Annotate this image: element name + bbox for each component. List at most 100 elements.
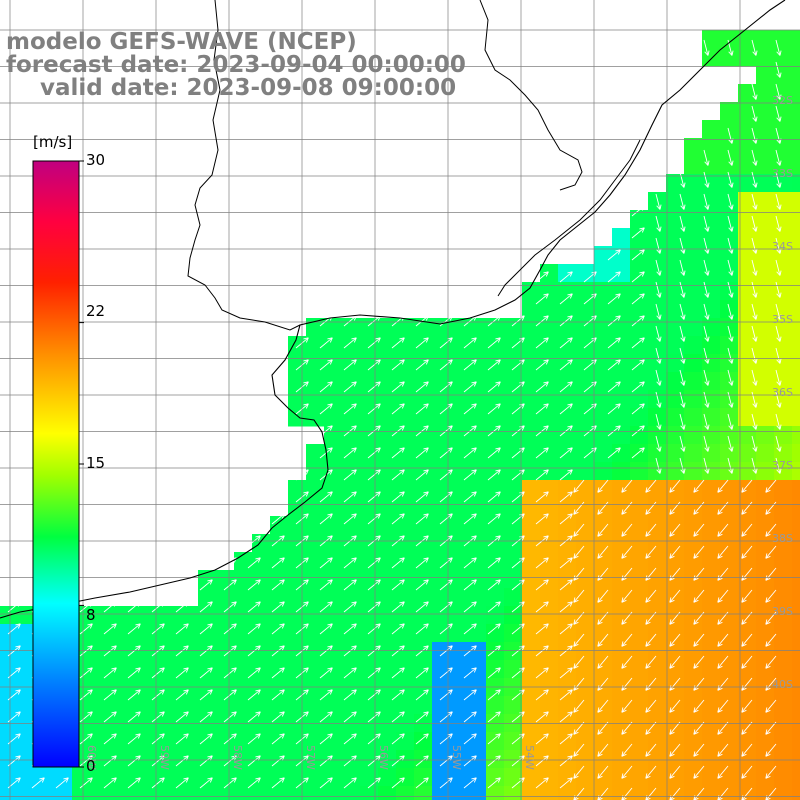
wind-cell bbox=[666, 516, 685, 535]
wind-cell bbox=[504, 732, 523, 751]
wind-cell bbox=[576, 300, 595, 319]
wind-arrow bbox=[367, 447, 381, 459]
wind-cell bbox=[594, 408, 613, 427]
wind-cell bbox=[378, 318, 397, 337]
wind-arrow bbox=[463, 645, 477, 657]
wind-cell bbox=[792, 444, 800, 463]
wind-cell bbox=[396, 696, 415, 715]
wind-cell bbox=[576, 534, 595, 553]
model-title: modelo GEFS-WAVE (NCEP) bbox=[6, 29, 357, 55]
wind-arrow bbox=[751, 105, 758, 122]
wind-arrow bbox=[621, 523, 633, 537]
wind-cell bbox=[756, 372, 775, 391]
wind-arrow bbox=[415, 645, 429, 657]
wind-arrow bbox=[247, 645, 261, 657]
wind-cell bbox=[522, 696, 541, 715]
wind-cell bbox=[756, 66, 775, 85]
river-border-outline bbox=[187, 0, 301, 331]
wind-cell bbox=[594, 786, 613, 800]
wind-cell bbox=[162, 768, 181, 787]
wind-cell bbox=[306, 768, 325, 787]
wind-cell bbox=[612, 516, 631, 535]
wind-arrow bbox=[79, 711, 93, 723]
wind-arrow bbox=[765, 655, 777, 669]
wind-cell bbox=[666, 390, 685, 409]
wind-arrow bbox=[175, 645, 189, 657]
wind-arrow bbox=[703, 259, 710, 276]
wind-cell bbox=[630, 534, 649, 553]
wind-cell bbox=[540, 408, 559, 427]
wind-cell bbox=[648, 768, 667, 787]
wind-arrow bbox=[319, 557, 333, 569]
wind-cell bbox=[666, 570, 685, 589]
wind-arrow bbox=[487, 447, 501, 459]
wind-cell bbox=[576, 372, 595, 391]
wind-cell bbox=[0, 642, 19, 661]
wind-cell bbox=[540, 606, 559, 625]
wind-arrow bbox=[775, 83, 782, 100]
wind-arrow bbox=[645, 479, 657, 493]
wind-arrow bbox=[621, 567, 633, 581]
wind-cell bbox=[792, 282, 800, 301]
wind-cell bbox=[756, 426, 775, 445]
wind-cell bbox=[702, 48, 721, 67]
wind-cell bbox=[288, 642, 307, 661]
lon-label: 57W bbox=[304, 745, 317, 770]
wind-cell bbox=[396, 552, 415, 571]
wind-cell bbox=[666, 480, 685, 499]
wind-cell bbox=[738, 462, 757, 481]
wind-arrow bbox=[367, 667, 381, 679]
wind-arrow bbox=[559, 755, 573, 767]
wind-arrow bbox=[511, 689, 525, 701]
wind-cell bbox=[594, 624, 613, 643]
wind-cell bbox=[792, 696, 800, 715]
wind-cell bbox=[684, 372, 703, 391]
wind-cell bbox=[594, 480, 613, 499]
wind-arrow bbox=[597, 501, 609, 515]
wind-cell bbox=[450, 444, 469, 463]
wind-cell bbox=[324, 336, 343, 355]
wind-arrow bbox=[223, 601, 237, 613]
wind-cell bbox=[396, 444, 415, 463]
wind-cell bbox=[612, 768, 631, 787]
wind-arrow bbox=[511, 447, 525, 459]
wind-arrow bbox=[631, 205, 645, 217]
wind-cell bbox=[684, 192, 703, 211]
wind-arrow bbox=[631, 271, 645, 283]
wind-cell bbox=[702, 534, 721, 553]
wind-cell bbox=[342, 768, 361, 787]
wind-arrow bbox=[511, 711, 525, 723]
wind-cell bbox=[378, 786, 397, 800]
wind-arrow bbox=[597, 677, 609, 691]
wind-cell bbox=[468, 462, 487, 481]
wind-cell bbox=[648, 498, 667, 517]
wind-cell bbox=[630, 462, 649, 481]
wind-arrow bbox=[175, 689, 189, 701]
wind-cell bbox=[648, 588, 667, 607]
wind-cell bbox=[648, 336, 667, 355]
wind-cell bbox=[666, 408, 685, 427]
wind-cell bbox=[342, 642, 361, 661]
wind-arrow bbox=[669, 721, 681, 735]
wind-arrow bbox=[573, 699, 585, 713]
wind-arrow bbox=[573, 743, 585, 757]
wind-cell bbox=[378, 696, 397, 715]
wind-arrow bbox=[741, 655, 753, 669]
wind-cell bbox=[720, 444, 739, 463]
wind-cell bbox=[450, 534, 469, 553]
wind-cell bbox=[378, 426, 397, 445]
lat-label: 34S bbox=[772, 240, 793, 253]
wind-arrow bbox=[741, 479, 753, 493]
wind-cell bbox=[648, 570, 667, 589]
wind-cell bbox=[792, 498, 800, 517]
wind-cell bbox=[144, 606, 163, 625]
wind-arrow bbox=[559, 315, 573, 327]
wind-arrow bbox=[703, 39, 710, 56]
wind-cell bbox=[630, 300, 649, 319]
wind-arrow bbox=[679, 435, 686, 452]
wind-arrow bbox=[127, 711, 141, 723]
wind-arrow bbox=[559, 447, 573, 459]
wind-arrow bbox=[247, 689, 261, 701]
wind-cell bbox=[306, 732, 325, 751]
wind-cell bbox=[540, 750, 559, 769]
